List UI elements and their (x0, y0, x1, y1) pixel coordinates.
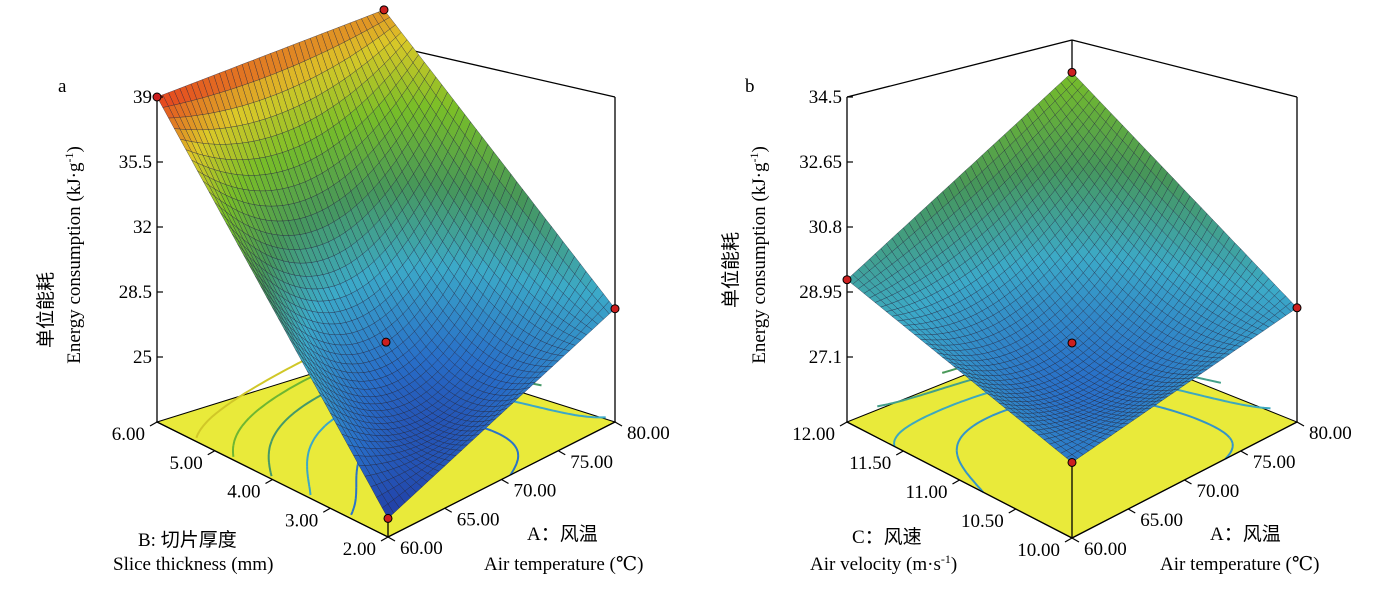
z-axis-label-en-b: Energy consumption (kJ·g-1) (747, 146, 770, 364)
y-tick-label: 6.00 (112, 424, 145, 445)
x-tick-mark (387, 536, 396, 542)
x-tick-label: 70.00 (514, 481, 557, 502)
slice-thickness-ticks: 2.00 3.00 4.00 5.00 6.00 (112, 421, 389, 560)
y-tick-label: 10.00 (1017, 540, 1060, 561)
svg-text:Energy consumption (kJ·g-1): Energy consumption (kJ·g-1) (747, 146, 770, 364)
air-velocity-label-en: Air velocity (m·s-1) (810, 552, 957, 575)
panel-a: a 39 35.5 32 28.5 25 60.00 65.00 70.00 75.00 80.… (35, 5, 670, 575)
response-surface-b (846, 72, 1298, 463)
x-tick-label: 70.00 (1197, 481, 1240, 502)
design-point (842, 275, 852, 285)
svg-text:单位能耗: 单位能耗 (35, 272, 57, 348)
y-tick-label: 10.50 (961, 511, 1004, 532)
air-temperature-label-en-b: Air temperature (℃) (1160, 554, 1319, 575)
y-tick-mark (265, 478, 273, 485)
x-tick-label: 60.00 (1084, 539, 1127, 560)
top-right-edge-a (387, 44, 616, 98)
y-tick-label: 11.50 (849, 453, 891, 474)
slice-thickness-label-en: Slice thickness (mm) (113, 554, 273, 575)
air-temperature-label-cn-b: A：风温 (1210, 523, 1281, 545)
z-tick-label: 27.1 (809, 347, 842, 368)
design-point (1292, 303, 1302, 313)
y-tick-label: 2.00 (343, 539, 376, 560)
z-tick-label: 30.8 (809, 217, 842, 238)
top-right-edge-b (1071, 39, 1298, 98)
y-tick-label: 12.00 (792, 424, 835, 445)
x-tick-label: 75.00 (1253, 452, 1296, 473)
z-tick-label: 32.65 (799, 152, 842, 173)
svg-text:Energy consumption (kJ·g-1): Energy consumption (kJ·g-1) (62, 146, 85, 364)
design-point (610, 304, 620, 314)
y-tick-mark (1064, 537, 1073, 543)
z-tick-label: 28.95 (799, 282, 842, 303)
z-ticks-a: 39 35.5 32 28.5 25 (119, 87, 163, 368)
y-tick-mark (380, 536, 389, 542)
panel-label-b: b (745, 76, 755, 97)
y-tick-label: 4.00 (227, 482, 260, 503)
x-tick-label: 60.00 (400, 538, 443, 559)
design-points-a (152, 5, 620, 523)
y-tick-label: 3.00 (285, 510, 318, 531)
design-point (152, 92, 162, 102)
z-axis-label-cn-b: 单位能耗 (720, 232, 742, 308)
z-tick-label: 35.5 (119, 152, 152, 173)
z-tick-label: 39 (133, 87, 152, 108)
air-velocity-label-cn: C：风速 (852, 526, 922, 548)
y-tick-mark (322, 507, 331, 513)
y-tick-mark (149, 421, 158, 427)
air-temperature-ticks-a: 60.00 65.00 70.00 75.00 80.00 (387, 421, 670, 559)
z-tick-label: 28.5 (119, 282, 152, 303)
x-tick-label: 75.00 (570, 452, 613, 473)
design-point (1067, 67, 1077, 77)
svg-text:单位能耗: 单位能耗 (720, 232, 742, 308)
z-tick-label: 32 (133, 217, 152, 238)
air-velocity-ticks: 10.00 10.50 11.00 11.50 12.00 (792, 421, 1073, 561)
air-temperature-label-en-a: Air temperature (℃) (484, 554, 643, 575)
y-tick-mark (952, 479, 960, 485)
top-left-edge-b (846, 39, 1073, 98)
x-tick-label: 65.00 (457, 509, 500, 530)
x-tick-label: 80.00 (627, 423, 670, 444)
x-tick-mark (1127, 508, 1136, 514)
x-tick-label: 65.00 (1140, 510, 1183, 531)
response-surface-a (156, 9, 616, 519)
x-tick-mark (444, 507, 453, 513)
design-points-b (842, 67, 1302, 467)
y-tick-mark (839, 421, 848, 427)
air-temperature-label-cn-a: A：风温 (527, 523, 598, 545)
x-tick-mark (1240, 450, 1249, 456)
z-axis-label-cn-a: 单位能耗 (35, 272, 57, 348)
design-point (1067, 457, 1077, 467)
design-point (1067, 338, 1077, 348)
x-tick-mark (1296, 421, 1305, 427)
design-point (379, 5, 389, 15)
x-tick-mark (1071, 537, 1080, 543)
panel-b: b 34.5 32.65 30.8 28.95 27.1 60.00 65.00 70.00… (720, 39, 1352, 575)
y-tick-mark (207, 450, 216, 456)
y-tick-label: 5.00 (170, 453, 203, 474)
y-tick-mark (1008, 508, 1017, 514)
z-axis-label-en-a: Energy consumption (kJ·g-1) (62, 146, 85, 364)
slice-thickness-label-cn: B: 切片厚度 (138, 529, 237, 551)
x-tick-mark (501, 478, 509, 485)
y-tick-label: 11.00 (905, 482, 947, 503)
design-point (381, 337, 391, 347)
z-tick-label: 34.5 (809, 87, 842, 108)
y-tick-mark (895, 450, 904, 456)
x-tick-mark (557, 450, 566, 456)
x-tick-label: 80.00 (1309, 423, 1352, 444)
panel-label-a: a (58, 76, 67, 97)
z-tick-label: 25 (133, 347, 152, 368)
x-tick-mark (1184, 479, 1192, 485)
air-temperature-ticks-b: 60.00 65.00 70.00 75.00 80.00 (1071, 421, 1352, 560)
x-tick-mark (614, 421, 623, 427)
surface-facet (381, 503, 394, 519)
design-point (383, 513, 393, 523)
z-ticks-b: 34.5 32.65 30.8 28.95 27.1 (799, 87, 853, 368)
